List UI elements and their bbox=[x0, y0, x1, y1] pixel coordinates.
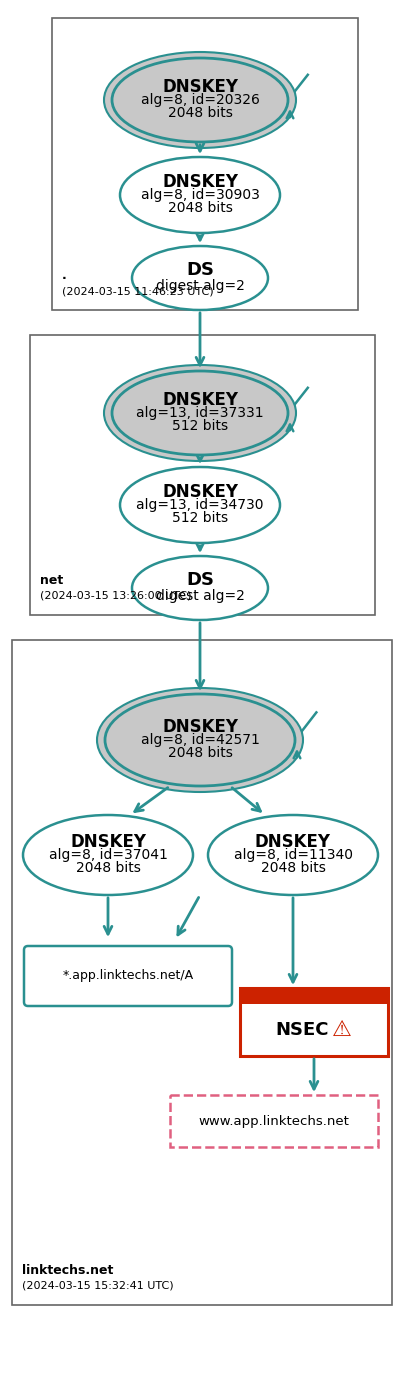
Text: DNSKEY: DNSKEY bbox=[162, 79, 238, 96]
Ellipse shape bbox=[112, 58, 288, 142]
Ellipse shape bbox=[132, 247, 268, 310]
Text: net: net bbox=[40, 575, 63, 587]
Ellipse shape bbox=[23, 814, 193, 894]
Ellipse shape bbox=[112, 371, 288, 455]
Ellipse shape bbox=[104, 52, 296, 147]
Text: (2024-03-15 15:32:41 UTC): (2024-03-15 15:32:41 UTC) bbox=[22, 1282, 174, 1291]
Text: NSEC: NSEC bbox=[275, 1021, 329, 1039]
Ellipse shape bbox=[105, 695, 295, 785]
Text: 2048 bits: 2048 bits bbox=[168, 106, 233, 120]
Text: 2048 bits: 2048 bits bbox=[168, 745, 233, 761]
Text: ⚠: ⚠ bbox=[332, 1020, 352, 1040]
Ellipse shape bbox=[97, 688, 303, 792]
FancyBboxPatch shape bbox=[170, 1096, 378, 1146]
Text: alg=13, id=34730: alg=13, id=34730 bbox=[136, 497, 264, 513]
Text: digest alg=2: digest alg=2 bbox=[156, 278, 245, 294]
Text: alg=8, id=11340: alg=8, id=11340 bbox=[233, 847, 353, 863]
Ellipse shape bbox=[208, 814, 378, 894]
Text: .: . bbox=[62, 269, 67, 282]
Text: 512 bits: 512 bits bbox=[172, 511, 228, 525]
Text: 512 bits: 512 bits bbox=[172, 419, 228, 433]
Text: DS: DS bbox=[186, 570, 214, 588]
Bar bbox=[12, 639, 392, 1305]
Ellipse shape bbox=[132, 555, 268, 620]
Text: DNSKEY: DNSKEY bbox=[162, 174, 238, 192]
Text: (2024-03-15 13:26:00 UTC): (2024-03-15 13:26:00 UTC) bbox=[40, 591, 191, 601]
Text: digest alg=2: digest alg=2 bbox=[156, 588, 245, 604]
Text: linktechs.net: linktechs.net bbox=[22, 1264, 113, 1277]
Text: 2048 bits: 2048 bits bbox=[168, 201, 233, 215]
Text: 2048 bits: 2048 bits bbox=[261, 861, 326, 875]
Text: DNSKEY: DNSKEY bbox=[70, 832, 146, 852]
Text: DNSKEY: DNSKEY bbox=[162, 484, 238, 502]
Text: 2048 bits: 2048 bits bbox=[76, 861, 140, 875]
Text: DNSKEY: DNSKEY bbox=[162, 391, 238, 409]
Text: alg=8, id=37041: alg=8, id=37041 bbox=[49, 847, 167, 863]
Text: alg=13, id=37331: alg=13, id=37331 bbox=[136, 407, 264, 420]
Text: *.app.linktechs.net/A: *.app.linktechs.net/A bbox=[62, 970, 193, 983]
Bar bbox=[30, 335, 375, 615]
Text: DNSKEY: DNSKEY bbox=[162, 718, 238, 736]
Text: DNSKEY: DNSKEY bbox=[255, 832, 331, 852]
Ellipse shape bbox=[120, 157, 280, 233]
Text: (2024-03-15 11:46:23 UTC): (2024-03-15 11:46:23 UTC) bbox=[62, 287, 214, 296]
Text: DS: DS bbox=[186, 260, 214, 278]
Text: alg=8, id=30903: alg=8, id=30903 bbox=[141, 187, 260, 203]
Bar bbox=[52, 18, 358, 310]
Ellipse shape bbox=[104, 365, 296, 462]
FancyBboxPatch shape bbox=[24, 947, 232, 1006]
Bar bbox=[240, 988, 388, 1056]
Text: alg=8, id=20326: alg=8, id=20326 bbox=[141, 92, 260, 107]
Ellipse shape bbox=[120, 467, 280, 543]
Bar bbox=[240, 988, 388, 1005]
Text: alg=8, id=42571: alg=8, id=42571 bbox=[141, 733, 260, 747]
Text: www.app.linktechs.net: www.app.linktechs.net bbox=[199, 1115, 349, 1127]
